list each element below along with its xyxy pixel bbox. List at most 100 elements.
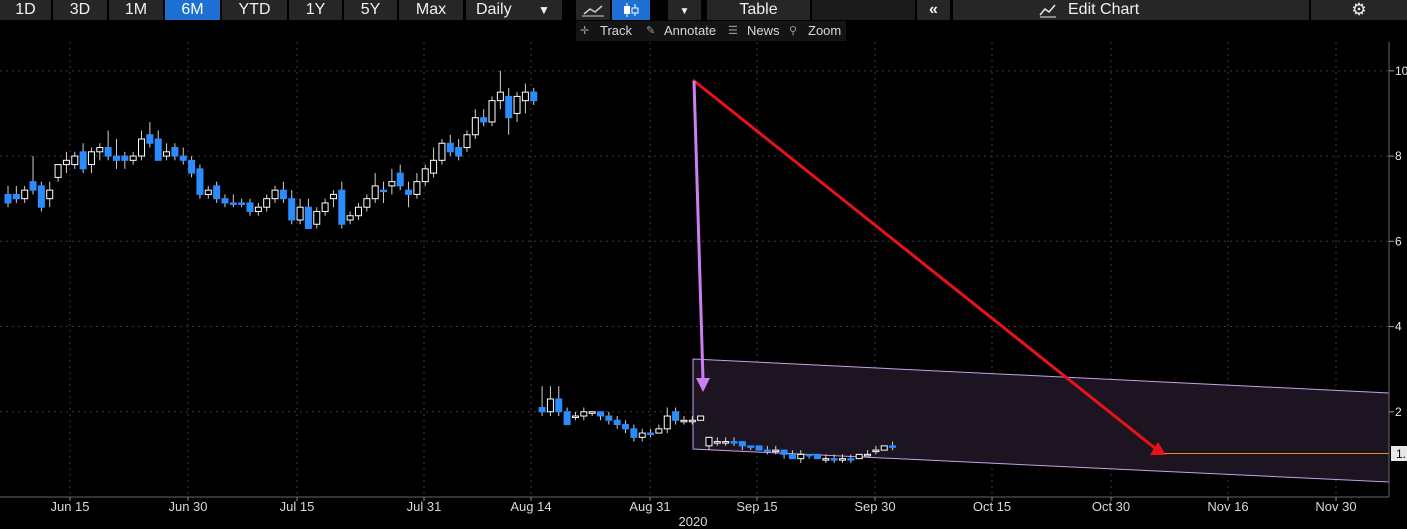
candle [788,450,796,460]
candle-body-up [680,419,688,423]
candle [146,121,154,148]
candle [129,151,137,165]
purple-drop-arrow[interactable] [692,80,705,381]
candle [471,109,479,140]
candle [555,386,563,417]
candle-body-up [430,159,438,174]
y-tick-label: 10 [1395,64,1407,78]
candle-body-down [338,189,346,225]
edit-chart-button[interactable]: Edit Chart [953,0,1309,20]
range-6m[interactable]: 6M [165,0,220,20]
candle [622,420,630,434]
candle [29,156,37,195]
candle [605,411,613,425]
candle [772,445,780,455]
candle-body-up [363,198,371,208]
y-tick-label: 4 [1395,320,1402,334]
candle [163,143,171,161]
line-chart-icon[interactable] [576,0,610,20]
candle-body-down [229,202,237,205]
candle-body-down [29,181,37,191]
candle [805,453,813,459]
x-tick-label: Jun 30 [168,499,207,514]
candle [588,411,596,417]
range-max[interactable]: Max [399,0,463,20]
x-tick-label: Jun 15 [50,499,89,514]
candle [830,454,838,463]
table-button[interactable]: Table [707,0,810,20]
track-button[interactable]: Track [600,23,633,38]
candle [521,83,529,114]
zoom-button[interactable]: Zoom [808,23,842,38]
candle-body-up [488,100,496,123]
candle-body-down [613,419,621,426]
candle-body-up [496,91,504,102]
y-tick-label: 6 [1395,234,1402,248]
table-input[interactable] [812,0,915,20]
candle-body-up [21,189,29,200]
year-label: 2020 [679,514,708,529]
candle-body-down [154,138,162,161]
collapse-button[interactable]: « [917,0,950,20]
candle-body-down [279,189,287,200]
candle-body-down [780,449,788,455]
candle-body-up [388,181,396,187]
magnifier-icon: ⚲ [789,25,798,37]
candle [864,450,872,457]
candle-body-up [438,142,446,161]
double-chevron-left-icon: « [929,1,938,18]
range-1m[interactable]: 1M [109,0,163,20]
candle-body-down [480,117,488,123]
candle [204,185,212,199]
range-ytd[interactable]: YTD [222,0,287,20]
range-1y[interactable]: 1Y [289,0,342,20]
range-3d[interactable]: 3D [53,0,107,20]
candle [438,139,446,165]
candle-body-down [672,411,680,421]
candle-body-down [221,198,229,204]
channel-band[interactable] [692,358,1390,483]
candle-body-down [121,155,129,161]
candle-body-up [638,432,646,438]
candle [213,181,221,203]
candle-body-up [797,453,805,460]
candle-body-down [847,458,855,461]
candle-body-down [405,189,413,195]
candle [713,437,721,446]
red-trend-arrow[interactable] [692,78,1157,451]
frequency-select[interactable]: Daily ▼ [466,0,562,20]
candle [638,428,646,442]
candle-body-up [688,419,696,423]
candle-body-up [713,441,721,444]
candle-body-down [747,445,755,448]
candle-body-down [37,185,45,208]
candle [847,454,855,463]
candlestick-icon[interactable] [612,0,650,20]
candle [96,143,104,161]
candle [329,190,337,208]
annotate-button[interactable]: Annotate [664,23,717,38]
candle [672,407,680,425]
candle-body-down [196,168,204,195]
candle [4,185,12,208]
candle-body-up [71,155,79,166]
range-1d[interactable]: 1D [0,0,51,20]
candle [613,416,621,429]
candle [121,151,129,169]
chart-style-dropdown[interactable]: ▼ [668,0,701,20]
candle [79,143,87,174]
x-tick-label: Sep 15 [736,499,777,514]
range-5y[interactable]: 5Y [344,0,397,20]
settings-button[interactable]: ⚙ [1311,0,1407,20]
candle-body-down [563,411,571,426]
candle [388,168,396,195]
candle-body-up [129,155,137,161]
candle [229,194,237,208]
news-button[interactable]: News [747,23,780,38]
candle [822,454,830,463]
candle-body-down [630,428,638,438]
x-tick-label: Sep 30 [854,499,895,514]
candle [405,181,413,208]
candle-body-up [54,164,62,178]
